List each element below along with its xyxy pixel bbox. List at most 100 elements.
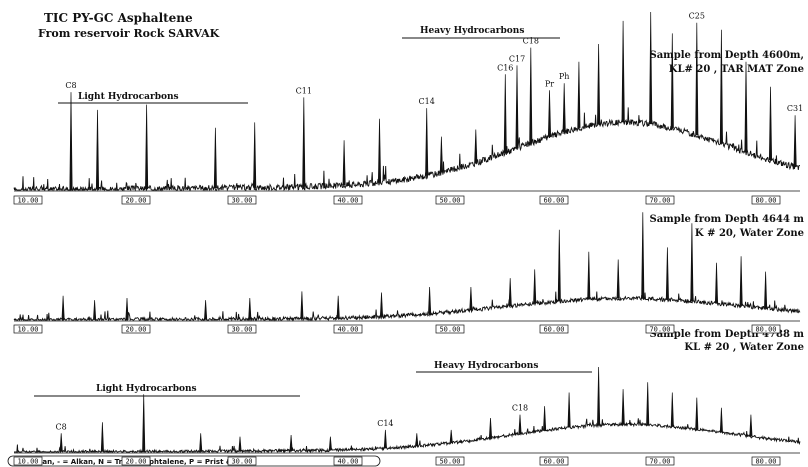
x-tick-label: 10.00 xyxy=(17,197,38,205)
x-tick-box xyxy=(121,324,151,334)
x-tick-label: 40.00 xyxy=(337,458,358,466)
x-tick-box xyxy=(227,195,257,205)
peak xyxy=(61,295,65,320)
peak xyxy=(503,74,507,153)
peak xyxy=(328,436,332,451)
peak xyxy=(665,247,669,300)
peak-label: C8 xyxy=(65,81,76,90)
panel-3-trace xyxy=(14,418,801,454)
panel-1-trace xyxy=(13,107,800,192)
peak xyxy=(204,300,208,320)
x-tick-box xyxy=(645,456,675,466)
panel1-heavy-annotation: Heavy Hydrocarbons xyxy=(420,26,524,36)
peak xyxy=(670,33,674,129)
peak xyxy=(469,286,473,311)
x-tick-label: 40.00 xyxy=(337,326,358,334)
x-tick-box xyxy=(121,456,151,466)
x-tick-box xyxy=(645,195,675,205)
title-line1: TIC PY-GC Asphaltene xyxy=(44,11,193,25)
peak xyxy=(302,97,306,187)
peak xyxy=(646,382,650,426)
x-tick-label: 50.00 xyxy=(439,197,460,205)
peak xyxy=(238,436,242,452)
peak xyxy=(425,108,429,176)
panel-2-trace xyxy=(13,291,801,322)
peak-label: C31 xyxy=(787,104,803,113)
x-tick-label: 80.00 xyxy=(755,458,776,466)
x-tick-box xyxy=(751,195,781,205)
peak xyxy=(69,92,73,190)
peak xyxy=(719,407,723,433)
peak-label: C17 xyxy=(509,54,525,63)
x-tick-box xyxy=(539,456,569,466)
x-tick-label: 60.00 xyxy=(543,458,564,466)
x-tick-box xyxy=(645,324,675,334)
peak xyxy=(670,392,674,427)
x-tick-label: 20.00 xyxy=(125,458,146,466)
peak xyxy=(125,297,129,320)
peak xyxy=(690,223,694,302)
panel-2: 10.00 20.00 30.00 40.00 50.00 60.00 70.00 80.00 xyxy=(13,212,801,334)
peak-label: C16 xyxy=(497,63,513,72)
x-tick-label: 70.00 xyxy=(649,458,670,466)
peak xyxy=(428,286,432,314)
peak xyxy=(377,118,382,183)
peak xyxy=(587,251,591,300)
peak xyxy=(342,140,346,186)
x-tick-box xyxy=(227,456,257,466)
x-tick-label: 40.00 xyxy=(337,197,358,205)
peak xyxy=(562,83,566,132)
panel1-sample-line2: KL# 20 , TAR MAT Zone xyxy=(669,64,804,75)
x-tick-box xyxy=(539,324,569,334)
title-line2: From reservoir Rock SARVAK xyxy=(38,27,220,40)
peak xyxy=(439,136,443,173)
panel2-sample-line2: K # 20, Water Zone xyxy=(695,228,804,239)
panel1-sample-line1: Sample from Depth 4600m, xyxy=(649,50,804,61)
x-tick-box xyxy=(333,324,363,334)
panel3-sample-line2: KL # 20 , Water Zone xyxy=(684,342,804,353)
x-tick-label: 10.00 xyxy=(17,326,38,334)
peak xyxy=(336,295,340,319)
peak xyxy=(300,291,304,319)
peak xyxy=(533,269,537,304)
peak xyxy=(100,422,104,452)
peak-label: C14 xyxy=(418,97,434,106)
x-tick-box xyxy=(13,456,43,466)
x-tick-label: 80.00 xyxy=(755,197,776,205)
x-tick-label: 20.00 xyxy=(125,197,146,205)
peak xyxy=(749,414,753,437)
x-tick-label: 20.00 xyxy=(125,326,146,334)
panel3-light-annotation: Light Hydrocarbons xyxy=(96,384,197,394)
x-tick-label: 70.00 xyxy=(649,197,670,205)
peak-label: C18 xyxy=(512,404,528,413)
peak xyxy=(449,429,453,443)
x-tick-label: 70.00 xyxy=(649,326,670,334)
x-tick-label: 30.00 xyxy=(231,197,252,205)
x-tick-box xyxy=(227,324,257,334)
panel2-sample-line1: Sample from Depth 4644 m xyxy=(649,214,804,225)
peak xyxy=(253,122,257,188)
peak xyxy=(695,22,699,136)
peak xyxy=(547,90,552,137)
peak-label: C11 xyxy=(296,86,312,95)
peak xyxy=(543,406,547,431)
peak xyxy=(93,300,97,320)
peak xyxy=(248,297,252,320)
peak xyxy=(597,366,601,426)
peak xyxy=(616,259,620,299)
x-tick-box xyxy=(333,456,363,466)
peak xyxy=(515,65,519,149)
x-tick-label: 80.00 xyxy=(755,326,776,334)
peak xyxy=(379,292,384,317)
peak xyxy=(744,61,748,153)
peak xyxy=(95,109,100,190)
x-tick-box xyxy=(751,324,781,334)
x-tick-label: 50.00 xyxy=(439,458,460,466)
peak xyxy=(529,47,533,144)
peak xyxy=(621,20,625,123)
panel1-light-annotation: Light Hydrocarbons xyxy=(78,92,179,102)
